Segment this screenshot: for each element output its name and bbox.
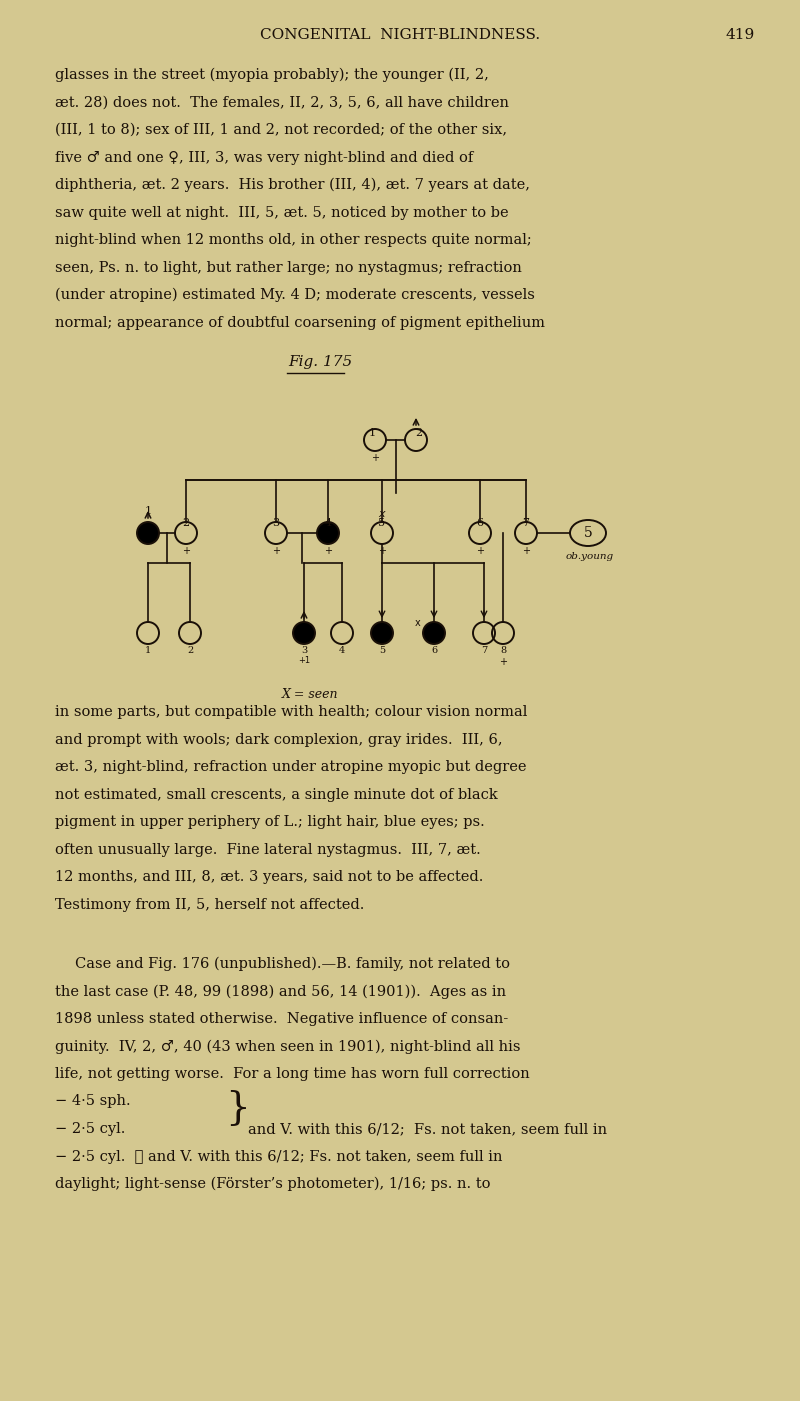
Text: +1: +1: [298, 656, 310, 665]
Text: +: +: [499, 657, 507, 667]
Text: +: +: [182, 546, 190, 556]
Text: 2: 2: [415, 427, 422, 439]
Text: 7: 7: [522, 518, 530, 528]
Circle shape: [293, 622, 315, 644]
Text: and prompt with wools; dark complexion, gray irides.  III, 6,: and prompt with wools; dark complexion, …: [55, 733, 502, 747]
Text: glasses in the street (myopia probably); the younger (II, 2,: glasses in the street (myopia probably);…: [55, 69, 489, 83]
Text: diphtheria, æt. 2 years.  His brother (III, 4), æt. 7 years at date,: diphtheria, æt. 2 years. His brother (II…: [55, 178, 530, 192]
Text: often unusually large.  Fine lateral nystagmus.  III, 7, æt.: often unusually large. Fine lateral nyst…: [55, 842, 481, 856]
Text: 1: 1: [145, 506, 151, 516]
Text: 12 months, and III, 8, æt. 3 years, said not to be affected.: 12 months, and III, 8, æt. 3 years, said…: [55, 870, 483, 884]
Text: 1898 unless stated otherwise.  Negative influence of consan-: 1898 unless stated otherwise. Negative i…: [55, 1012, 508, 1026]
Text: CONGENITAL  NIGHT-BLINDNESS.: CONGENITAL NIGHT-BLINDNESS.: [260, 28, 540, 42]
Text: +: +: [371, 453, 379, 462]
Text: 4: 4: [325, 518, 331, 528]
Text: Testimony from II, 5, herself not affected.: Testimony from II, 5, herself not affect…: [55, 898, 364, 912]
Text: 7: 7: [481, 646, 487, 656]
Text: − 4·5 sph.: − 4·5 sph.: [55, 1094, 130, 1108]
Text: +: +: [522, 546, 530, 556]
Text: 5: 5: [584, 525, 592, 539]
Text: +: +: [324, 546, 332, 556]
Text: not estimated, small crescents, a single minute dot of black: not estimated, small crescents, a single…: [55, 787, 498, 801]
Text: 6: 6: [477, 518, 483, 528]
Text: X = seen: X = seen: [282, 688, 338, 700]
Text: pigment in upper periphery of L.; light hair, blue eyes; ps.: pigment in upper periphery of L.; light …: [55, 815, 485, 829]
Circle shape: [423, 622, 445, 644]
Text: Fig. 175: Fig. 175: [288, 354, 352, 368]
Text: 2: 2: [182, 518, 190, 528]
Text: 3: 3: [273, 518, 279, 528]
Text: 5: 5: [379, 646, 385, 656]
Text: and V. with this 6/12;  Fs. not taken, seem full in: and V. with this 6/12; Fs. not taken, se…: [248, 1122, 607, 1136]
Text: − 2·5 cyl.  ⎯ and V. with this 6/12; Fs. not taken, seem full in: − 2·5 cyl. ⎯ and V. with this 6/12; Fs. …: [55, 1149, 502, 1163]
Text: ob.young: ob.young: [566, 552, 614, 560]
Text: 3: 3: [301, 646, 307, 656]
Text: 4: 4: [339, 646, 345, 656]
Circle shape: [371, 622, 393, 644]
Text: }: }: [225, 1090, 250, 1126]
Text: in some parts, but compatible with health; colour vision normal: in some parts, but compatible with healt…: [55, 705, 527, 719]
Text: æt. 3, night-blind, refraction under atropine myopic but degree: æt. 3, night-blind, refraction under atr…: [55, 759, 526, 773]
Text: x: x: [415, 618, 421, 628]
Text: normal; appearance of doubtful coarsening of pigment epithelium: normal; appearance of doubtful coarsenin…: [55, 315, 545, 329]
Text: Case and Fig. 176 (unpublished).—B. family, not related to: Case and Fig. 176 (unpublished).—B. fami…: [75, 957, 510, 971]
Text: 5: 5: [378, 518, 386, 528]
Text: 6: 6: [431, 646, 437, 656]
Text: 1: 1: [369, 427, 375, 439]
Text: (III, 1 to 8); sex of III, 1 and 2, not recorded; of the other six,: (III, 1 to 8); sex of III, 1 and 2, not …: [55, 123, 507, 137]
Text: +: +: [272, 546, 280, 556]
Circle shape: [317, 523, 339, 544]
Text: night-blind when 12 months old, in other respects quite normal;: night-blind when 12 months old, in other…: [55, 233, 532, 247]
Text: − 2·5 cyl.: − 2·5 cyl.: [55, 1122, 126, 1136]
Text: (under atropine) estimated My. 4 D; moderate crescents, vessels: (under atropine) estimated My. 4 D; mode…: [55, 289, 535, 303]
Text: 1: 1: [145, 646, 151, 656]
Circle shape: [137, 523, 159, 544]
Text: life, not getting worse.  For a long time has worn full correction: life, not getting worse. For a long time…: [55, 1068, 530, 1082]
Text: +: +: [476, 546, 484, 556]
Text: 2: 2: [187, 646, 193, 656]
Text: +: +: [378, 546, 386, 556]
Text: æt. 28) does not.  The females, II, 2, 3, 5, 6, all have children: æt. 28) does not. The females, II, 2, 3,…: [55, 95, 509, 109]
Text: 419: 419: [726, 28, 755, 42]
Text: the last case (P. 48, 99 (1898) and 56, 14 (1901)).  Ages as in: the last case (P. 48, 99 (1898) and 56, …: [55, 985, 506, 999]
Text: x: x: [378, 509, 386, 518]
Text: saw quite well at night.  III, 5, æt. 5, noticed by mother to be: saw quite well at night. III, 5, æt. 5, …: [55, 206, 509, 220]
Text: guinity.  IV, 2, ♂, 40 (43 when seen in 1901), night-blind all his: guinity. IV, 2, ♂, 40 (43 when seen in 1…: [55, 1040, 521, 1054]
Text: seen, Ps. n. to light, but rather large; no nystagmus; refraction: seen, Ps. n. to light, but rather large;…: [55, 261, 522, 275]
Text: daylight; light-sense (Förster’s photometer), 1/16; ps. n. to: daylight; light-sense (Förster’s photome…: [55, 1177, 490, 1191]
Text: five ♂ and one ♀, III, 3, was very night-blind and died of: five ♂ and one ♀, III, 3, was very night…: [55, 150, 474, 164]
Text: 8: 8: [500, 646, 506, 656]
